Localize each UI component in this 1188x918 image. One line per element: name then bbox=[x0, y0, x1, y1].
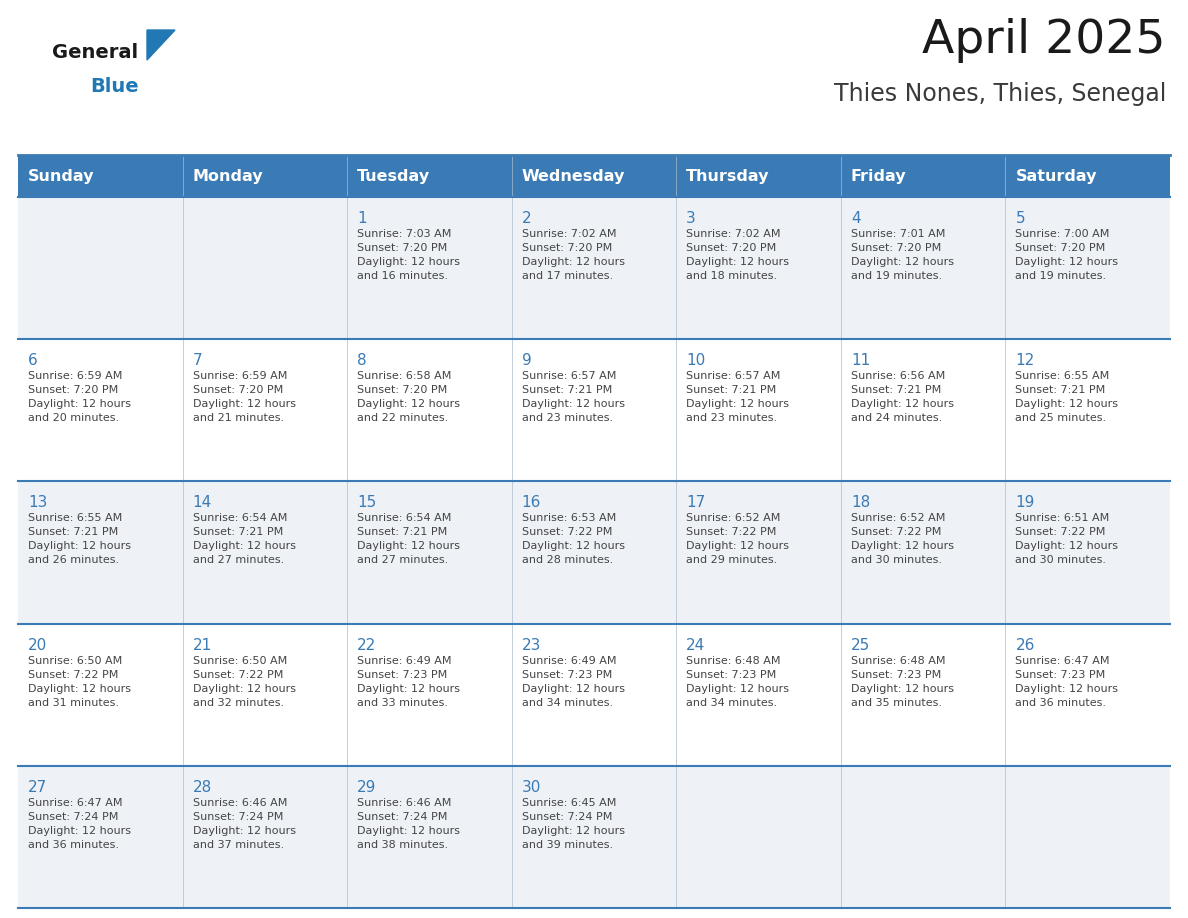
Text: 20: 20 bbox=[29, 638, 48, 653]
Text: Wednesday: Wednesday bbox=[522, 169, 625, 184]
Bar bbox=[18, 766, 1170, 908]
Text: 14: 14 bbox=[192, 496, 211, 510]
Text: 19: 19 bbox=[1016, 496, 1035, 510]
Text: 12: 12 bbox=[1016, 353, 1035, 368]
Text: 9: 9 bbox=[522, 353, 531, 368]
Text: Thursday: Thursday bbox=[687, 169, 770, 184]
Text: Sunrise: 7:00 AM
Sunset: 7:20 PM
Daylight: 12 hours
and 19 minutes.: Sunrise: 7:00 AM Sunset: 7:20 PM Dayligh… bbox=[1016, 229, 1118, 281]
Text: 21: 21 bbox=[192, 638, 211, 653]
Text: Sunrise: 6:45 AM
Sunset: 7:24 PM
Daylight: 12 hours
and 39 minutes.: Sunrise: 6:45 AM Sunset: 7:24 PM Dayligh… bbox=[522, 798, 625, 850]
Text: Sunrise: 6:46 AM
Sunset: 7:24 PM
Daylight: 12 hours
and 38 minutes.: Sunrise: 6:46 AM Sunset: 7:24 PM Dayligh… bbox=[358, 798, 460, 850]
Text: Sunrise: 6:50 AM
Sunset: 7:22 PM
Daylight: 12 hours
and 31 minutes.: Sunrise: 6:50 AM Sunset: 7:22 PM Dayligh… bbox=[29, 655, 131, 708]
Text: 10: 10 bbox=[687, 353, 706, 368]
Text: 27: 27 bbox=[29, 779, 48, 795]
Text: Sunrise: 6:53 AM
Sunset: 7:22 PM
Daylight: 12 hours
and 28 minutes.: Sunrise: 6:53 AM Sunset: 7:22 PM Dayligh… bbox=[522, 513, 625, 565]
Text: Sunrise: 6:51 AM
Sunset: 7:22 PM
Daylight: 12 hours
and 30 minutes.: Sunrise: 6:51 AM Sunset: 7:22 PM Dayligh… bbox=[1016, 513, 1118, 565]
Text: General: General bbox=[52, 42, 138, 62]
Bar bbox=[18, 197, 1170, 339]
Text: 3: 3 bbox=[687, 211, 696, 226]
Text: Blue: Blue bbox=[90, 77, 139, 96]
Text: 11: 11 bbox=[851, 353, 870, 368]
Text: 5: 5 bbox=[1016, 211, 1025, 226]
Text: Sunrise: 6:56 AM
Sunset: 7:21 PM
Daylight: 12 hours
and 24 minutes.: Sunrise: 6:56 AM Sunset: 7:21 PM Dayligh… bbox=[851, 371, 954, 423]
Text: Sunrise: 6:48 AM
Sunset: 7:23 PM
Daylight: 12 hours
and 35 minutes.: Sunrise: 6:48 AM Sunset: 7:23 PM Dayligh… bbox=[851, 655, 954, 708]
Text: 2: 2 bbox=[522, 211, 531, 226]
Text: Sunrise: 6:57 AM
Sunset: 7:21 PM
Daylight: 12 hours
and 23 minutes.: Sunrise: 6:57 AM Sunset: 7:21 PM Dayligh… bbox=[687, 371, 789, 423]
Text: Sunrise: 6:58 AM
Sunset: 7:20 PM
Daylight: 12 hours
and 22 minutes.: Sunrise: 6:58 AM Sunset: 7:20 PM Dayligh… bbox=[358, 371, 460, 423]
Text: Sunrise: 7:02 AM
Sunset: 7:20 PM
Daylight: 12 hours
and 18 minutes.: Sunrise: 7:02 AM Sunset: 7:20 PM Dayligh… bbox=[687, 229, 789, 281]
Bar bbox=[18, 339, 1170, 481]
Bar bbox=[18, 155, 1170, 197]
Text: Sunrise: 6:57 AM
Sunset: 7:21 PM
Daylight: 12 hours
and 23 minutes.: Sunrise: 6:57 AM Sunset: 7:21 PM Dayligh… bbox=[522, 371, 625, 423]
Text: 1: 1 bbox=[358, 211, 367, 226]
Text: Sunrise: 6:54 AM
Sunset: 7:21 PM
Daylight: 12 hours
and 27 minutes.: Sunrise: 6:54 AM Sunset: 7:21 PM Dayligh… bbox=[358, 513, 460, 565]
Text: 15: 15 bbox=[358, 496, 377, 510]
Text: 17: 17 bbox=[687, 496, 706, 510]
Text: Saturday: Saturday bbox=[1016, 169, 1097, 184]
Text: 29: 29 bbox=[358, 779, 377, 795]
Text: 18: 18 bbox=[851, 496, 870, 510]
Text: 7: 7 bbox=[192, 353, 202, 368]
Text: Sunrise: 7:03 AM
Sunset: 7:20 PM
Daylight: 12 hours
and 16 minutes.: Sunrise: 7:03 AM Sunset: 7:20 PM Dayligh… bbox=[358, 229, 460, 281]
Text: Monday: Monday bbox=[192, 169, 264, 184]
Text: Sunrise: 6:49 AM
Sunset: 7:23 PM
Daylight: 12 hours
and 33 minutes.: Sunrise: 6:49 AM Sunset: 7:23 PM Dayligh… bbox=[358, 655, 460, 708]
Text: Sunrise: 6:59 AM
Sunset: 7:20 PM
Daylight: 12 hours
and 20 minutes.: Sunrise: 6:59 AM Sunset: 7:20 PM Dayligh… bbox=[29, 371, 131, 423]
Text: Sunrise: 6:49 AM
Sunset: 7:23 PM
Daylight: 12 hours
and 34 minutes.: Sunrise: 6:49 AM Sunset: 7:23 PM Dayligh… bbox=[522, 655, 625, 708]
Text: Sunrise: 6:52 AM
Sunset: 7:22 PM
Daylight: 12 hours
and 29 minutes.: Sunrise: 6:52 AM Sunset: 7:22 PM Dayligh… bbox=[687, 513, 789, 565]
Text: 8: 8 bbox=[358, 353, 367, 368]
Text: Sunrise: 7:02 AM
Sunset: 7:20 PM
Daylight: 12 hours
and 17 minutes.: Sunrise: 7:02 AM Sunset: 7:20 PM Dayligh… bbox=[522, 229, 625, 281]
Bar bbox=[18, 623, 1170, 766]
Text: 4: 4 bbox=[851, 211, 860, 226]
Text: Sunrise: 6:47 AM
Sunset: 7:23 PM
Daylight: 12 hours
and 36 minutes.: Sunrise: 6:47 AM Sunset: 7:23 PM Dayligh… bbox=[1016, 655, 1118, 708]
Text: Friday: Friday bbox=[851, 169, 906, 184]
Text: Sunday: Sunday bbox=[29, 169, 95, 184]
Text: Sunrise: 6:59 AM
Sunset: 7:20 PM
Daylight: 12 hours
and 21 minutes.: Sunrise: 6:59 AM Sunset: 7:20 PM Dayligh… bbox=[192, 371, 296, 423]
Text: Sunrise: 6:54 AM
Sunset: 7:21 PM
Daylight: 12 hours
and 27 minutes.: Sunrise: 6:54 AM Sunset: 7:21 PM Dayligh… bbox=[192, 513, 296, 565]
Text: Sunrise: 6:55 AM
Sunset: 7:21 PM
Daylight: 12 hours
and 26 minutes.: Sunrise: 6:55 AM Sunset: 7:21 PM Dayligh… bbox=[29, 513, 131, 565]
Text: 22: 22 bbox=[358, 638, 377, 653]
Text: Thies Nones, Thies, Senegal: Thies Nones, Thies, Senegal bbox=[834, 82, 1165, 106]
Text: 28: 28 bbox=[192, 779, 211, 795]
Bar bbox=[18, 481, 1170, 623]
Text: April 2025: April 2025 bbox=[923, 18, 1165, 63]
Text: 16: 16 bbox=[522, 496, 541, 510]
Text: Sunrise: 6:46 AM
Sunset: 7:24 PM
Daylight: 12 hours
and 37 minutes.: Sunrise: 6:46 AM Sunset: 7:24 PM Dayligh… bbox=[192, 798, 296, 850]
Polygon shape bbox=[147, 30, 175, 60]
Text: 6: 6 bbox=[29, 353, 38, 368]
Text: 24: 24 bbox=[687, 638, 706, 653]
Text: Sunrise: 6:55 AM
Sunset: 7:21 PM
Daylight: 12 hours
and 25 minutes.: Sunrise: 6:55 AM Sunset: 7:21 PM Dayligh… bbox=[1016, 371, 1118, 423]
Text: Sunrise: 6:52 AM
Sunset: 7:22 PM
Daylight: 12 hours
and 30 minutes.: Sunrise: 6:52 AM Sunset: 7:22 PM Dayligh… bbox=[851, 513, 954, 565]
Text: Sunrise: 7:01 AM
Sunset: 7:20 PM
Daylight: 12 hours
and 19 minutes.: Sunrise: 7:01 AM Sunset: 7:20 PM Dayligh… bbox=[851, 229, 954, 281]
Text: 13: 13 bbox=[29, 496, 48, 510]
Text: Sunrise: 6:50 AM
Sunset: 7:22 PM
Daylight: 12 hours
and 32 minutes.: Sunrise: 6:50 AM Sunset: 7:22 PM Dayligh… bbox=[192, 655, 296, 708]
Text: 25: 25 bbox=[851, 638, 870, 653]
Text: 23: 23 bbox=[522, 638, 541, 653]
Text: Sunrise: 6:48 AM
Sunset: 7:23 PM
Daylight: 12 hours
and 34 minutes.: Sunrise: 6:48 AM Sunset: 7:23 PM Dayligh… bbox=[687, 655, 789, 708]
Text: 26: 26 bbox=[1016, 638, 1035, 653]
Text: 30: 30 bbox=[522, 779, 541, 795]
Text: Sunrise: 6:47 AM
Sunset: 7:24 PM
Daylight: 12 hours
and 36 minutes.: Sunrise: 6:47 AM Sunset: 7:24 PM Dayligh… bbox=[29, 798, 131, 850]
Text: Tuesday: Tuesday bbox=[358, 169, 430, 184]
